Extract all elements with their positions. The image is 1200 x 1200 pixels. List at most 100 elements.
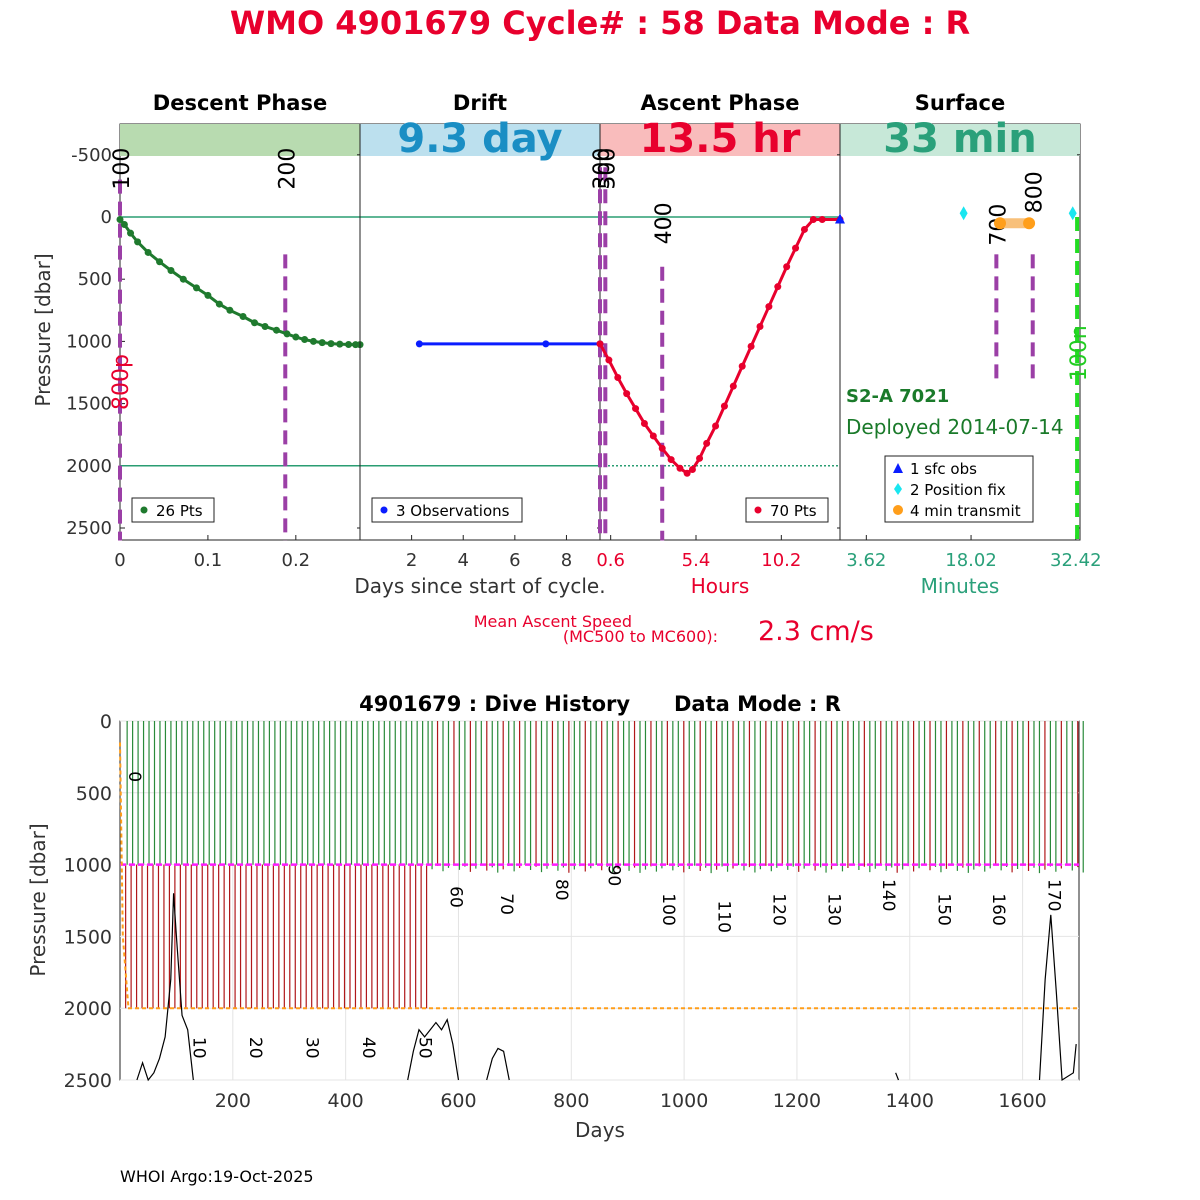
data-point bbox=[688, 466, 696, 474]
marker-label: 400 bbox=[652, 202, 677, 244]
x-tick-label: 1200 bbox=[773, 1090, 821, 1112]
park-label: 800p bbox=[109, 354, 134, 410]
bottom-depth-trace bbox=[895, 1072, 900, 1081]
phase-duration: 9.3 day bbox=[397, 116, 562, 162]
bottom-depth-trace bbox=[136, 893, 194, 1082]
surface-legend-box bbox=[884, 455, 1034, 523]
y-tick-label: 2500 bbox=[64, 1070, 112, 1092]
legend-label: 70 Pts bbox=[770, 502, 817, 520]
y-tick-label: 0 bbox=[101, 207, 112, 228]
cycle-label: 10 bbox=[189, 1037, 209, 1059]
data-point bbox=[747, 342, 755, 350]
data-point bbox=[318, 339, 326, 347]
y-tick-label: -500 bbox=[71, 145, 112, 166]
x-tick-label: 4 bbox=[457, 550, 468, 571]
x-tick-label: 1400 bbox=[886, 1090, 934, 1112]
data-point bbox=[292, 333, 300, 341]
marker-label: 500 bbox=[595, 148, 620, 190]
dive-history-chart: 200 400 600 800 1000 1200 1400 1600050010001500… bbox=[26, 711, 1084, 1112]
cycle-label: 50 bbox=[414, 1037, 434, 1059]
y-tick-label: 1500 bbox=[66, 394, 112, 415]
days-axis-label: Days since start of cycle. bbox=[354, 574, 605, 598]
data-point bbox=[632, 405, 640, 413]
x-tick-label: 5.4 bbox=[682, 550, 711, 571]
cycle-label: 130 bbox=[823, 893, 843, 925]
data-point bbox=[192, 284, 200, 292]
data-point bbox=[251, 319, 259, 327]
data-point bbox=[120, 220, 128, 228]
y-axis-label: Pressure [dbar] bbox=[31, 253, 55, 406]
x-tick-label: 200 bbox=[215, 1090, 251, 1112]
marker-label: 800 bbox=[1023, 171, 1048, 213]
cycle-label: 30 bbox=[302, 1037, 322, 1059]
x-tick-label: 0.2 bbox=[282, 550, 311, 571]
data-point bbox=[765, 303, 773, 311]
data-point bbox=[167, 266, 175, 274]
data-point bbox=[729, 382, 737, 390]
legend-label: 26 Pts bbox=[156, 502, 203, 520]
phase-duration: 13.5 hr bbox=[640, 116, 801, 162]
initial-descent-line bbox=[119, 742, 130, 1009]
data-point bbox=[596, 340, 604, 348]
y-tick-label: 1000 bbox=[66, 331, 112, 352]
y-tick-label: 2000 bbox=[64, 998, 112, 1020]
data-point bbox=[127, 229, 135, 237]
cycle-label: 150 bbox=[933, 893, 953, 925]
x-tick-label: 2 bbox=[406, 550, 417, 571]
phase-title: Surface bbox=[915, 91, 1005, 115]
phase-band bbox=[840, 124, 1080, 156]
series-line bbox=[598, 217, 840, 476]
x-axis-label: Hours bbox=[691, 574, 750, 598]
data-point bbox=[614, 373, 622, 381]
cycle-label: 80 bbox=[551, 879, 571, 901]
data-point bbox=[738, 362, 746, 370]
position-fix-marker bbox=[959, 206, 968, 221]
dive-history-title: 4901679 : Dive History Data Mode : R bbox=[359, 692, 841, 716]
transmit-marker bbox=[1023, 217, 1036, 230]
data-point bbox=[756, 322, 764, 330]
x-tick-label: 18.02 bbox=[945, 550, 997, 571]
x-axis-label: Minutes bbox=[921, 574, 1000, 598]
data-point bbox=[683, 469, 691, 477]
phase-band bbox=[120, 124, 360, 156]
legend-marker bbox=[754, 506, 762, 514]
phase-title: Drift bbox=[453, 91, 507, 115]
data-point bbox=[261, 322, 269, 330]
position-fix-marker bbox=[1068, 206, 1077, 221]
y-tick-label: 500 bbox=[78, 269, 112, 290]
float-name: S2-A 7021 bbox=[846, 386, 949, 407]
legend-marker bbox=[893, 505, 903, 515]
cycle-label: 120 bbox=[769, 893, 789, 925]
legend-label: 3 Observations bbox=[396, 502, 510, 520]
dive-history-xlabel: Days bbox=[575, 1118, 625, 1142]
data-point bbox=[204, 291, 212, 299]
data-point bbox=[676, 464, 684, 472]
data-point bbox=[640, 420, 648, 428]
y-tick-label: 2000 bbox=[66, 456, 112, 477]
legend-marker bbox=[380, 506, 388, 514]
x-tick-label: 3.62 bbox=[846, 550, 886, 571]
data-point bbox=[116, 215, 124, 223]
data-point bbox=[774, 283, 782, 291]
x-tick-label: 0.1 bbox=[194, 550, 223, 571]
legend-marker bbox=[894, 483, 902, 495]
cycle-label: 160 bbox=[988, 893, 1008, 925]
data-point bbox=[226, 306, 234, 314]
data-point bbox=[792, 244, 800, 252]
data-point bbox=[144, 248, 152, 256]
data-point bbox=[800, 225, 808, 233]
phase-title: Descent Phase bbox=[153, 91, 327, 115]
data-point bbox=[309, 337, 317, 345]
cycle-label: 70 bbox=[496, 893, 516, 915]
x-tick-label: 600 bbox=[440, 1090, 476, 1112]
transmit-marker bbox=[994, 217, 1006, 230]
cycle-label: 170 bbox=[1043, 879, 1063, 911]
bottom-depth-trace bbox=[1038, 914, 1077, 1082]
mean-ascent-value: 2.3 cm/s bbox=[758, 616, 874, 647]
marker-label: 200 bbox=[275, 148, 300, 190]
x-tick-label: 0.6 bbox=[596, 550, 625, 571]
y-axis-label: Pressure [dbar] bbox=[26, 823, 50, 976]
marker-label: 100n bbox=[1067, 325, 1092, 381]
data-point bbox=[134, 238, 142, 246]
